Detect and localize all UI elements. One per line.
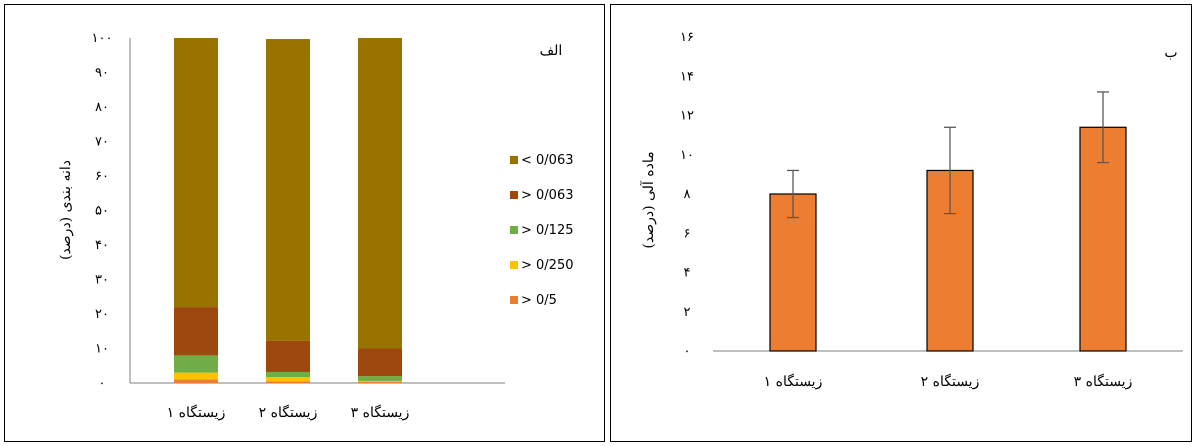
x-tick-label: زیستگاه ۳ — [351, 404, 410, 421]
y-tick-label: ۰ — [99, 376, 106, 391]
x-tick-label: زیستگاه ۲ — [921, 373, 980, 390]
y-tick-label: ۲۰ — [95, 307, 109, 322]
panel-label: الف — [540, 43, 563, 59]
x-tick-label: زیستگاه ۱ — [167, 404, 226, 421]
y-axis-label: دانه بندی (درصد) — [58, 160, 74, 260]
bar-segment — [174, 379, 218, 383]
legend-swatch — [510, 191, 518, 199]
y-tick-label: ۵۰ — [95, 204, 109, 219]
bar-segment — [174, 355, 218, 373]
panel-label: ب — [1164, 45, 1177, 61]
bar-segment — [174, 372, 218, 380]
legend-swatch — [510, 226, 518, 234]
y-tick-label: ۴۰ — [95, 238, 109, 253]
bar-segment — [266, 39, 310, 341]
y-tick-label: ۱۶ — [680, 30, 694, 45]
bar-segment — [358, 38, 402, 349]
bar-segment — [358, 380, 402, 382]
legend-swatch — [510, 261, 518, 269]
legend-entry: < 0/063 — [521, 153, 574, 168]
y-tick-label: ۷۰ — [95, 135, 109, 150]
y-tick-label: ۱۰ — [95, 342, 109, 357]
y-tick-label: ۴ — [684, 266, 691, 281]
y-tick-label: ۲ — [684, 305, 691, 320]
y-tick-label: ۹۰ — [95, 66, 109, 81]
chart-panel-organic-matter: ۰ ۲ ۴ ۶ ۸ ۱۰ ۱۲ ۱۴ ۱۶ ماده آلی (درصد) ب زیستگاه ۱ زی… — [610, 4, 1192, 442]
bar-chart-with-error-bars: ۰ ۲ ۴ ۶ ۸ ۱۰ ۱۲ ۱۴ ۱۶ ماده آلی (درصد) ب زیستگاه ۱ زی… — [639, 30, 1183, 390]
x-tick-label: زیستگاه ۱ — [764, 373, 823, 390]
bar-segment — [266, 377, 310, 382]
y-tick-label: ۱۰۰ — [92, 31, 113, 46]
x-tick-label: زیستگاه ۳ — [1074, 373, 1133, 390]
x-tick-label: زیستگاه ۲ — [259, 404, 318, 421]
bar-segment — [358, 381, 402, 383]
chart-panel-grain-size: ۰ ۱۰ ۲۰ ۳۰ ۴۰ ۵۰ ۶۰ ۷۰ ۸۰ ۹۰ ۱۰۰ دانه بندی (درصد) ال… — [4, 4, 605, 442]
legend-entry: > 0/063 — [521, 188, 574, 203]
y-tick-label: ۱۰ — [680, 148, 694, 163]
bar-segment — [174, 307, 218, 356]
y-tick-label: ۸۰ — [95, 100, 109, 115]
y-tick-label: ۶۰ — [95, 169, 109, 184]
y-tick-label: ۸ — [684, 187, 691, 202]
bar-segment — [266, 371, 310, 378]
legend-entry: > 0/125 — [521, 223, 574, 238]
legend-entry: > 0/250 — [521, 258, 574, 273]
bar — [1079, 126, 1127, 352]
bar-segment — [174, 38, 218, 308]
y-tick-label: ۶ — [684, 226, 691, 241]
y-axis-label: ماده آلی (درصد) — [639, 151, 657, 248]
bar-segment — [358, 376, 402, 381]
stacked-bar-chart: ۰ ۱۰ ۲۰ ۳۰ ۴۰ ۵۰ ۶۰ ۷۰ ۸۰ ۹۰ ۱۰۰ دانه بندی (درصد) ال… — [58, 31, 574, 421]
legend-entry: > 0/5 — [521, 293, 557, 308]
y-tick-label: ۱۲ — [680, 109, 694, 124]
bar — [769, 193, 817, 352]
y-tick-label: ۳۰ — [95, 273, 109, 288]
y-tick-label: ۱۴ — [680, 69, 694, 84]
legend-swatch — [510, 296, 518, 304]
bar-segment — [266, 340, 310, 372]
bar-segment — [358, 348, 402, 377]
bar-segment — [266, 381, 310, 383]
y-tick-label: ۰ — [684, 344, 691, 359]
legend-swatch — [510, 156, 518, 164]
